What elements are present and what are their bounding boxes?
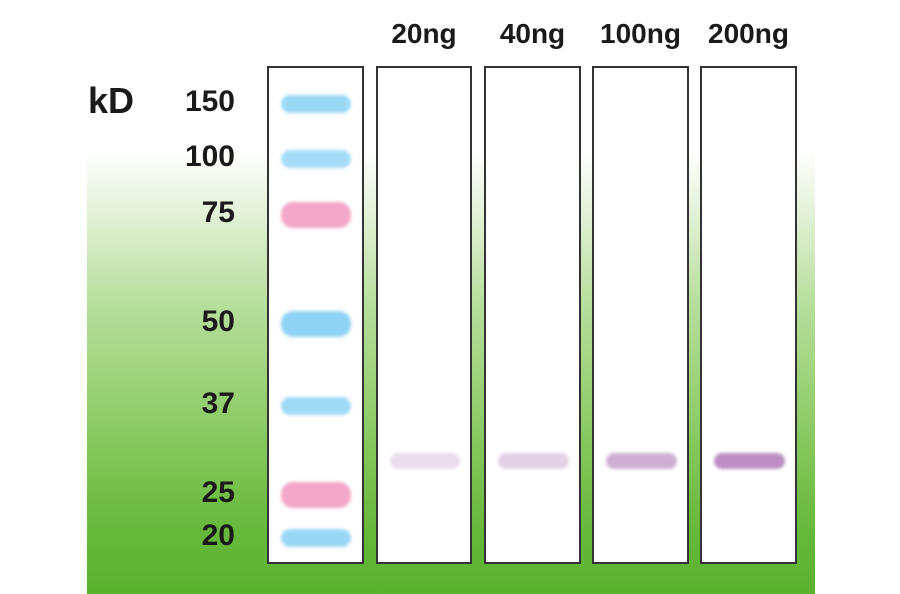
ladder-band-20 [281, 529, 351, 547]
ladder-band-75 [281, 202, 351, 228]
ladder-band-37 [281, 397, 351, 415]
mw-label-100: 100 [184, 140, 235, 173]
mw-label-20: 20 [201, 519, 235, 552]
lane-header-100ng: 100ng [600, 18, 681, 49]
mw-label-50: 50 [201, 305, 235, 338]
ladder-band-150 [281, 95, 351, 113]
ladder-band-50 [281, 311, 351, 337]
sample-band-100ng [606, 453, 677, 470]
sample-band-200ng [714, 453, 785, 470]
ladder-lane [267, 66, 364, 564]
ladder-band-25 [281, 482, 351, 508]
sample-band-20ng [390, 453, 460, 470]
lane-header-20ng: 20ng [391, 18, 457, 49]
lane-header-40ng: 40ng [499, 18, 566, 49]
sample-band-40ng [498, 453, 569, 470]
sample-lane-200ng [700, 66, 797, 564]
sample-lane-100ng [592, 66, 689, 564]
sample-lane-40ng [484, 66, 581, 564]
mw-label-25: 25 [201, 476, 235, 509]
sample-lane-20ng [376, 66, 472, 564]
lane-header-200ng: 200ng [708, 18, 789, 49]
mw-label-150: 150 [184, 85, 235, 118]
mw-label-75: 75 [201, 196, 235, 229]
unit-label: kD [88, 80, 135, 121]
mw-label-37: 37 [201, 387, 235, 420]
ladder-band-100 [281, 150, 351, 168]
